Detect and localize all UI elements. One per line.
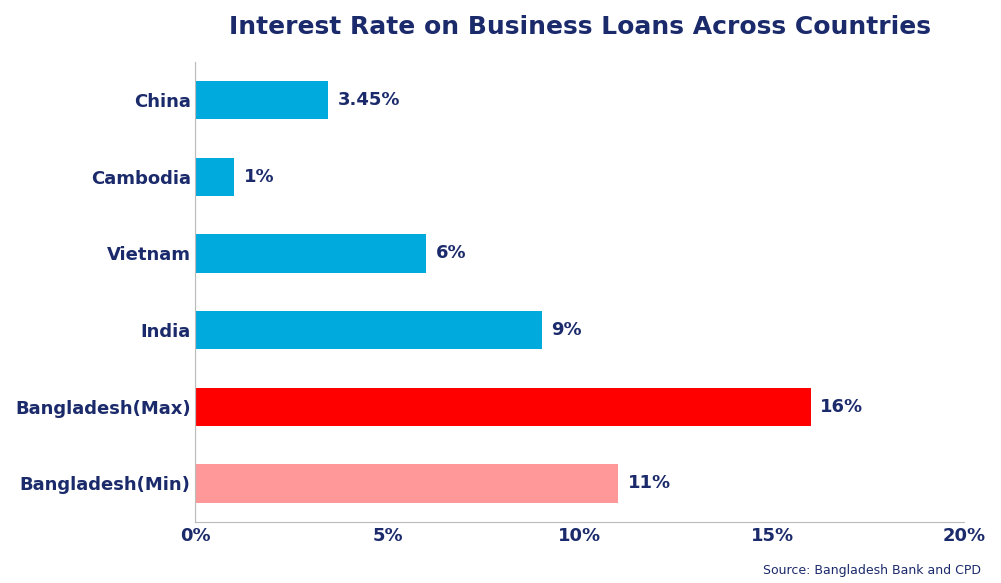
- Bar: [195, 157, 234, 196]
- Title: Interest Rate on Business Loans Across Countries: Interest Rate on Business Loans Across C…: [229, 15, 931, 39]
- Bar: [195, 81, 328, 120]
- Bar: [195, 464, 619, 503]
- Bar: [195, 311, 542, 349]
- Text: Source: Bangladesh Bank and CPD: Source: Bangladesh Bank and CPD: [763, 564, 981, 577]
- Text: 1%: 1%: [243, 168, 274, 186]
- Text: 6%: 6%: [435, 244, 466, 262]
- Text: 3.45%: 3.45%: [337, 91, 400, 109]
- Bar: [195, 388, 811, 426]
- Text: 9%: 9%: [552, 321, 582, 339]
- Text: 16%: 16%: [820, 398, 864, 416]
- Bar: [195, 234, 426, 273]
- Text: 11%: 11%: [628, 475, 671, 493]
